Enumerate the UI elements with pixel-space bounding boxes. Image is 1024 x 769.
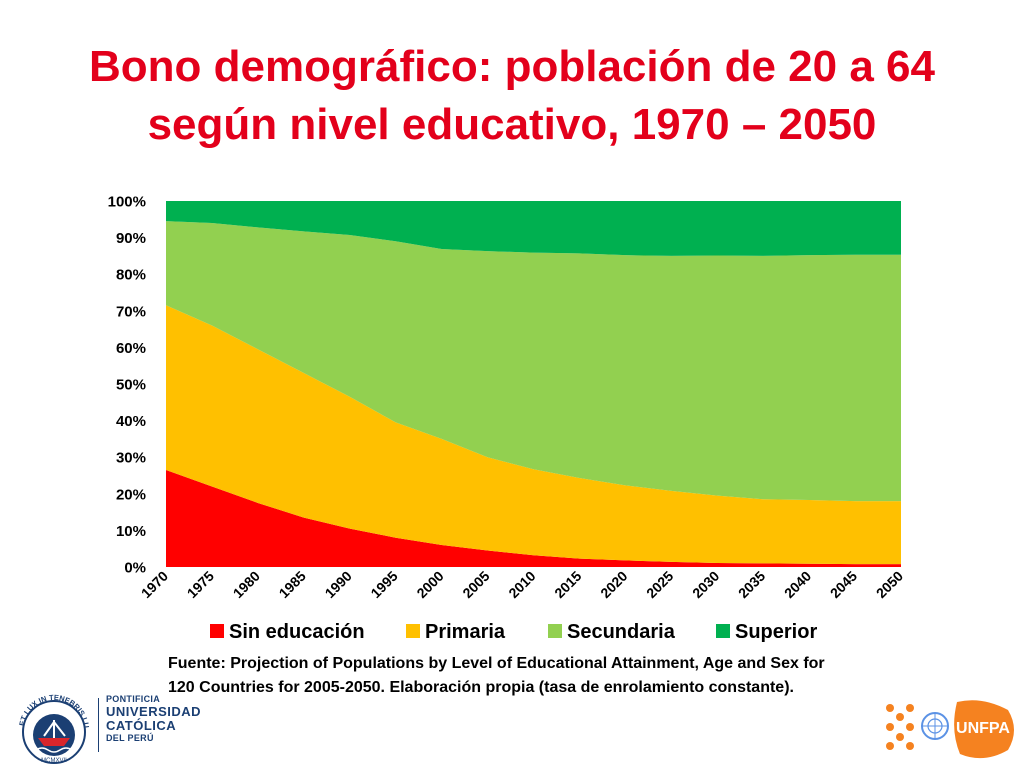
y-tick-label: 30% — [116, 450, 146, 467]
x-tick-label: 1990 — [322, 568, 355, 601]
slide-title: Bono demográfico: población de 20 a 64 s… — [0, 38, 1024, 154]
source-note: Fuente: Projection of Populations by Lev… — [168, 652, 888, 700]
x-tick-label: 2010 — [505, 568, 538, 601]
legend-label: Superior — [735, 621, 817, 643]
legend-swatch — [548, 624, 562, 638]
title-line-2: según nivel educativo, 1970 – 2050 — [147, 100, 877, 149]
x-tick-label: 1985 — [276, 568, 309, 601]
unfpa-logo: UNFPA — [886, 700, 1014, 759]
area-series-4 — [166, 201, 901, 256]
legend-label: Secundaria — [567, 621, 676, 643]
pucp-line-4: DEL PERÚ — [106, 733, 154, 743]
area-series-2 — [166, 305, 901, 565]
source-line-1: Fuente: Projection of Populations by Lev… — [168, 655, 825, 672]
x-tick-label: 2050 — [873, 568, 906, 601]
stacked-area-chart: 0%10%20%30%40%50%60%70%80%90%100% 1970 19… — [108, 194, 907, 644]
x-tick-label: 2025 — [643, 568, 676, 601]
x-tick-label: 2020 — [597, 568, 630, 601]
y-tick-label: 80% — [116, 267, 146, 284]
pucp-logo: ET LUX IN TENEBRIS LUCET MCMXVII PONTIFI… — [11, 683, 254, 764]
source-line-2: 120 Countries for 2005-2050. Elaboración… — [168, 679, 794, 696]
x-tick-label: 2040 — [781, 568, 814, 601]
pucp-year: MCMXVII — [41, 758, 67, 764]
unfpa-label: UNFPA — [956, 720, 1010, 737]
x-tick-label: 2015 — [551, 568, 584, 601]
y-tick-label: 90% — [116, 230, 146, 247]
x-tick-label: 2030 — [689, 568, 722, 601]
pucp-line-2: UNIVERSIDAD — [106, 704, 202, 719]
y-tick-label: 40% — [116, 413, 146, 430]
x-tick-label: 1980 — [230, 568, 263, 601]
legend-label: Primaria — [425, 621, 506, 643]
pucp-seal-icon: ET LUX IN TENEBRIS LUCET MCMXVII — [11, 683, 91, 764]
x-tick-label: 2000 — [413, 568, 446, 601]
pucp-line-1: PONTIFICIA — [106, 694, 160, 704]
y-tick-label: 10% — [116, 523, 146, 540]
unfpa-dots-icon — [886, 704, 914, 750]
x-axis: 1970 1975 1980 1985 1990 1995 2000 2005 2010 2015… — [138, 568, 906, 601]
x-tick-label: 1995 — [367, 568, 400, 601]
legend-swatch — [716, 624, 730, 638]
title-line-1: Bono demográfico: población de 20 a 64 — [89, 42, 935, 91]
legend-label: Sin educación — [229, 621, 365, 643]
x-tick-label: 1975 — [184, 568, 217, 601]
pucp-line-3: CATÓLICA — [106, 718, 177, 733]
y-tick-label: 0% — [124, 560, 146, 577]
area-series-3 — [166, 221, 901, 502]
y-tick-label: 70% — [116, 303, 146, 320]
y-tick-label: 50% — [116, 377, 146, 394]
legend: Sin educación Primaria Secundaria Superior — [210, 621, 817, 643]
plot-areas — [166, 201, 901, 567]
x-tick-label: 2045 — [827, 568, 860, 601]
y-tick-label: 20% — [116, 486, 146, 503]
y-tick-label: 100% — [108, 194, 146, 211]
area-series-1 — [166, 470, 901, 567]
y-axis: 0% 10% 20% 30% 40% 50% 60% 70% 80% 90% 100% — [108, 194, 146, 577]
y-tick-label: 60% — [116, 340, 146, 357]
x-tick-label: 2005 — [459, 568, 492, 601]
x-tick-label: 2035 — [735, 568, 768, 601]
legend-swatch — [406, 624, 420, 638]
legend-swatch — [210, 624, 224, 638]
